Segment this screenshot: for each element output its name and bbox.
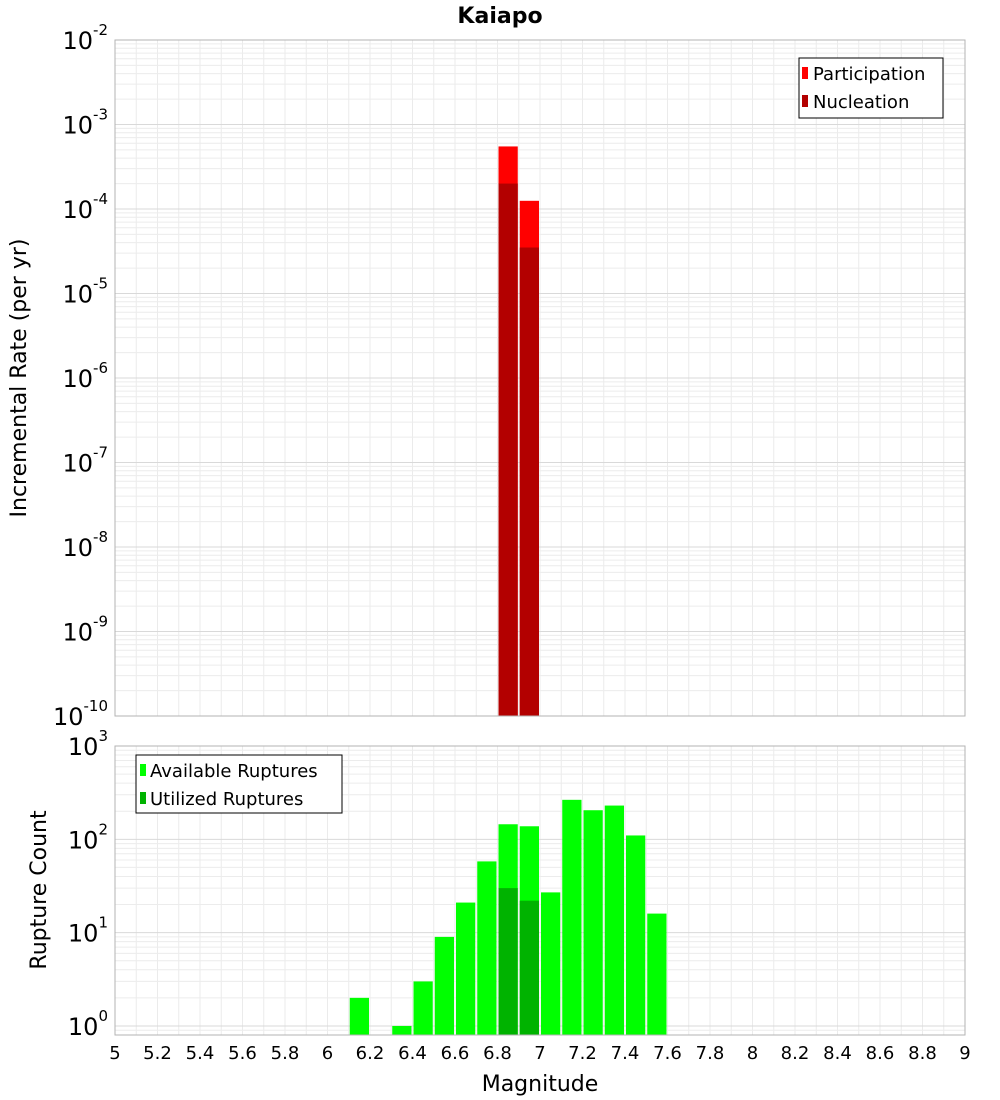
count-y-tick-label: 100 (68, 1007, 108, 1041)
legend-utilized-swatch (140, 792, 146, 804)
x-tick-label: 6 (322, 1043, 333, 1064)
rate-y-axis-label: Incremental Rate (per yr) (7, 239, 32, 518)
x-tick-label: 5 (109, 1043, 120, 1064)
count-plot-frame (114, 745, 966, 1036)
x-tick-label: 8.6 (866, 1043, 895, 1064)
rate-bars (498, 146, 539, 717)
x-axis-label: Magnitude (482, 1072, 599, 1097)
legend-nucleation-label: Nucleation (813, 92, 909, 113)
x-tick-label: 5.4 (186, 1043, 215, 1064)
rate-plot-frame (114, 39, 966, 717)
count-bar-utilized-ruptures (498, 888, 518, 1035)
x-tick-label: 5.2 (143, 1043, 172, 1064)
count-bar-available-ruptures (434, 936, 454, 1035)
x-tick-label: 8 (747, 1043, 758, 1064)
x-tick-label: 8.2 (781, 1043, 810, 1064)
count-bar-available-ruptures (541, 892, 561, 1035)
count-x-ticks: 5 5.2 5.4 5.6 5.8 6 6.2 6.4 6.6 6.8 7 7.2 7.4 7.6 7.8 8… (109, 1043, 970, 1064)
count-panel: 103 102 101 100 5 5.2 5.4 5.6 5.8 6 6.2 6.4 6.6 6.8 7… (27, 727, 971, 1097)
count-bars (349, 799, 667, 1035)
x-tick-label: 5.6 (228, 1043, 257, 1064)
rate-y-tick-label: 10-7 (62, 444, 108, 478)
count-y-tick-label: 103 (68, 727, 108, 761)
count-bar-available-ruptures (392, 1025, 412, 1035)
count-bar-available-ruptures (647, 913, 667, 1035)
x-tick-label: 6.4 (398, 1043, 427, 1064)
count-legend: Available Ruptures Utilized Ruptures (135, 754, 343, 814)
rate-y-tick-label: 10-4 (62, 190, 108, 224)
rate-y-tick-label: 10-5 (62, 275, 108, 309)
legend-available-label: Available Ruptures (150, 761, 318, 782)
legend-utilized-label: Utilized Ruptures (150, 789, 303, 810)
count-y-tick-label: 102 (68, 820, 108, 854)
count-bar-available-ruptures (604, 805, 624, 1035)
count-y-axis-label: Rupture Count (27, 810, 52, 970)
rate-bar-nucleation (498, 183, 518, 716)
count-bar-available-ruptures (583, 810, 603, 1035)
x-tick-label: 5.8 (271, 1043, 300, 1064)
legend-participation-label: Participation (813, 64, 925, 85)
rate-bar-nucleation (519, 247, 539, 716)
count-bar-available-ruptures (477, 861, 497, 1035)
count-bar-available-ruptures (413, 981, 433, 1035)
rate-y-tick-label: 10-8 (62, 528, 108, 562)
x-tick-label: 6.6 (441, 1043, 470, 1064)
rate-y-ticks: 10-2 10-3 10-4 10-5 10-6 10-7 10-8 10-9 10-10 (53, 21, 108, 731)
rate-legend-box (798, 57, 944, 119)
count-bar-available-ruptures (456, 902, 476, 1035)
rate-legend: Participation Nucleation (798, 57, 944, 119)
rate-y-tick-label: 10-6 (62, 359, 108, 393)
rate-grid (114, 40, 966, 717)
rate-y-tick-label: 10-10 (53, 697, 108, 731)
x-tick-label: 7.2 (568, 1043, 597, 1064)
count-bar-available-ruptures (626, 835, 646, 1035)
count-bar-available-ruptures (349, 997, 369, 1035)
x-tick-label: 6.8 (483, 1043, 512, 1064)
x-tick-label: 7.8 (696, 1043, 725, 1064)
count-legend-box (135, 754, 343, 814)
x-tick-label: 9 (959, 1043, 970, 1064)
x-tick-label: 8.4 (823, 1043, 852, 1064)
legend-nucleation-swatch (802, 95, 808, 107)
x-tick-label: 8.8 (908, 1043, 937, 1064)
count-bar-utilized-ruptures (519, 900, 539, 1035)
x-tick-label: 7.6 (653, 1043, 682, 1064)
rate-y-tick-label: 10-2 (62, 21, 108, 55)
x-tick-label: 7 (534, 1043, 545, 1064)
rate-y-tick-label: 10-9 (62, 613, 108, 647)
chart-title: Kaiapo (457, 4, 542, 29)
legend-available-swatch (140, 764, 146, 776)
rate-y-tick-label: 10-3 (62, 106, 108, 140)
legend-participation-swatch (802, 67, 808, 79)
count-y-tick-label: 101 (68, 914, 108, 948)
x-tick-label: 6.2 (356, 1043, 385, 1064)
count-y-ticks: 103 102 101 100 (68, 727, 108, 1041)
count-bar-available-ruptures (562, 799, 582, 1035)
rate-panel: 10-2 10-3 10-4 10-5 10-6 10-7 10-8 10-9 10-10 In… (7, 21, 966, 731)
x-tick-label: 7.4 (611, 1043, 640, 1064)
